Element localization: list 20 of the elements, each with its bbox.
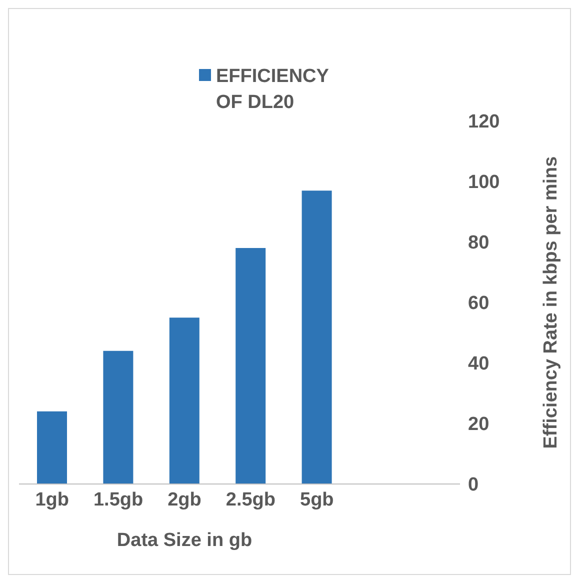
bar — [103, 350, 134, 484]
x-tick-label: 2gb — [168, 489, 202, 510]
x-axis-title: Data Size in gb — [116, 530, 252, 551]
x-tick-label: 2.5gb — [226, 489, 276, 510]
legend-label: EFFICIENCY OF DL20 — [216, 65, 330, 115]
x-tick-label: 5gb — [300, 489, 334, 510]
bar — [302, 190, 332, 484]
bar — [169, 318, 200, 484]
x-tick-label: 1gb — [35, 489, 69, 510]
y-tick-label: 40 — [468, 354, 490, 375]
bar — [37, 411, 67, 484]
y-tick-label: 100 — [468, 172, 500, 194]
x-tick-label: 1.5gb — [93, 489, 144, 510]
y-tick-label: 0 — [468, 474, 479, 496]
bar — [236, 248, 266, 484]
y-tick-label: 120 — [468, 112, 500, 133]
y-tick-label: 20 — [468, 414, 490, 436]
y-tick-label: 80 — [468, 232, 490, 254]
y-axis-title: Efficiency Rate in kbps per mins — [540, 156, 562, 449]
y-tick-label: 60 — [468, 293, 490, 314]
